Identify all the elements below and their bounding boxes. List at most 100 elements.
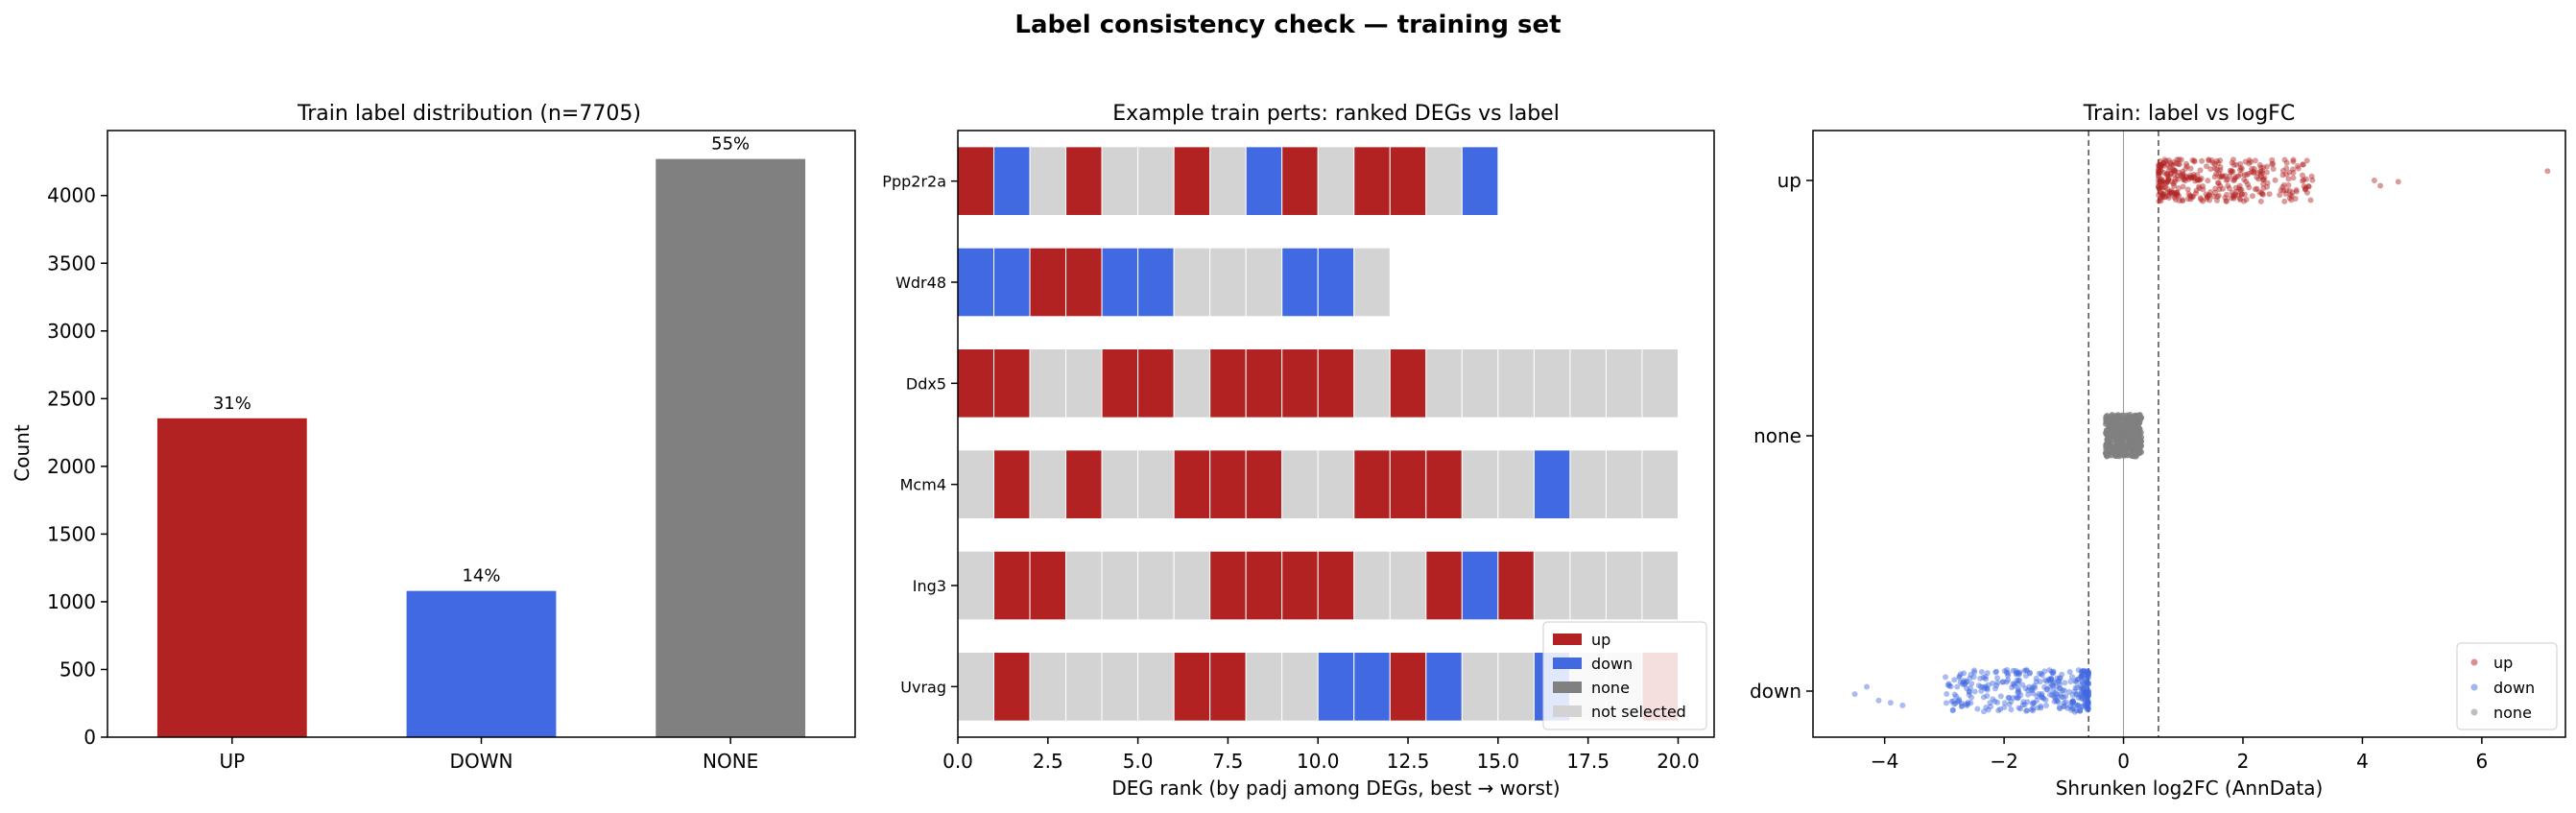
point-none (2125, 430, 2132, 437)
point-down (2020, 699, 2027, 705)
point-down (2083, 688, 2089, 695)
point-down (1971, 669, 1978, 676)
point-down (1989, 680, 1995, 686)
point-up (2158, 193, 2164, 200)
point-up (2283, 159, 2290, 166)
point-down (2073, 707, 2080, 714)
legend-label: up (2493, 654, 2513, 672)
point-up (2259, 191, 2266, 198)
point-down (1948, 698, 1955, 705)
point-up (2302, 176, 2309, 182)
point-up (2192, 190, 2199, 197)
point-up (2161, 156, 2168, 163)
deg-cell-up (1353, 449, 1391, 519)
point-down (1994, 675, 2001, 681)
point-up (2259, 190, 2266, 197)
point-down (2061, 694, 2067, 701)
point-up (2305, 183, 2312, 190)
point-down (1964, 678, 1970, 684)
legend-marker-up (2470, 658, 2478, 666)
point-up (2251, 169, 2257, 176)
point-down (2050, 680, 2057, 686)
bar-group: 31% 14% 55% (156, 134, 806, 737)
point-down (1992, 698, 1998, 705)
point-up (2157, 189, 2163, 196)
point-up (2172, 191, 2179, 198)
point-down (1954, 683, 1961, 690)
point-down (2030, 700, 2037, 706)
point-down (1985, 706, 1992, 713)
point-up (2200, 198, 2206, 204)
point-up (2171, 172, 2178, 179)
point-down (2014, 670, 2020, 677)
point-down (2082, 695, 2088, 702)
point-down (2034, 693, 2040, 700)
point-up (2156, 183, 2162, 190)
point-down (2084, 691, 2090, 698)
point-up (2260, 177, 2267, 183)
point-down (2083, 688, 2089, 695)
point-up (2186, 174, 2193, 180)
point-up (2241, 191, 2248, 198)
point-up (2258, 190, 2265, 197)
point-down (2082, 696, 2088, 703)
deg-cell-up (1029, 550, 1067, 621)
point-up (2182, 176, 2188, 182)
point-up (2156, 179, 2162, 186)
point-up (2261, 175, 2268, 181)
x-tick-label: −4 (1871, 750, 1898, 773)
deg-cell-not-selected (1029, 449, 1067, 519)
deg-cell-up (1317, 348, 1355, 418)
point-down (2079, 668, 2086, 675)
deg-cell-up (993, 348, 1031, 418)
point-up (2164, 189, 2171, 196)
point-down (2079, 703, 2086, 709)
point-down (2057, 675, 2063, 681)
y-tick-label: 3000 (47, 320, 96, 343)
point-down (2069, 705, 2076, 711)
point-down (2021, 702, 2028, 708)
point-up (2270, 160, 2277, 167)
point-down (2005, 695, 2012, 702)
point-down (1980, 674, 1987, 681)
deg-cell-down (1245, 146, 1283, 216)
point-down (2079, 678, 2086, 684)
point-down (2015, 670, 2022, 677)
point-up (2281, 156, 2288, 163)
point-down (1959, 703, 1966, 709)
point-up (2290, 166, 2297, 173)
point-down (2004, 672, 2011, 679)
point-down (2043, 686, 2050, 693)
y-tick-label: Mcm4 (900, 476, 946, 494)
point-down (2004, 667, 2011, 674)
point-down (2046, 677, 2053, 683)
point-down (2083, 692, 2089, 699)
y-tick-label: 1000 (47, 590, 96, 613)
point-down (2026, 670, 2033, 677)
point-up (2229, 159, 2235, 166)
point-down (2068, 706, 2075, 713)
deg-cell-not-selected (1497, 348, 1535, 418)
point-down (2084, 701, 2090, 707)
deg-cell-not-selected (1281, 652, 1319, 722)
point-down (2074, 702, 2081, 708)
deg-cell-not-selected (1101, 652, 1139, 722)
deg-cell-down (1425, 652, 1463, 722)
point-up (2304, 189, 2311, 196)
point-up (2242, 158, 2249, 165)
deg-cell-not-selected (1425, 348, 1463, 418)
deg-cell-not-selected (1065, 550, 1103, 621)
point-up (2223, 191, 2230, 198)
point-down (2083, 689, 2089, 696)
point-down (2085, 700, 2091, 706)
deg-cell-up (1209, 550, 1247, 621)
point-down (2085, 700, 2091, 706)
deg-cell-up (1065, 247, 1103, 318)
point-down (2010, 667, 2016, 674)
deg-cell-not-selected (1029, 348, 1067, 418)
point-down (2086, 681, 2092, 687)
point-up (2187, 165, 2194, 172)
point-down (2085, 694, 2091, 701)
point-down (2036, 670, 2042, 677)
point-down (2055, 694, 2062, 701)
